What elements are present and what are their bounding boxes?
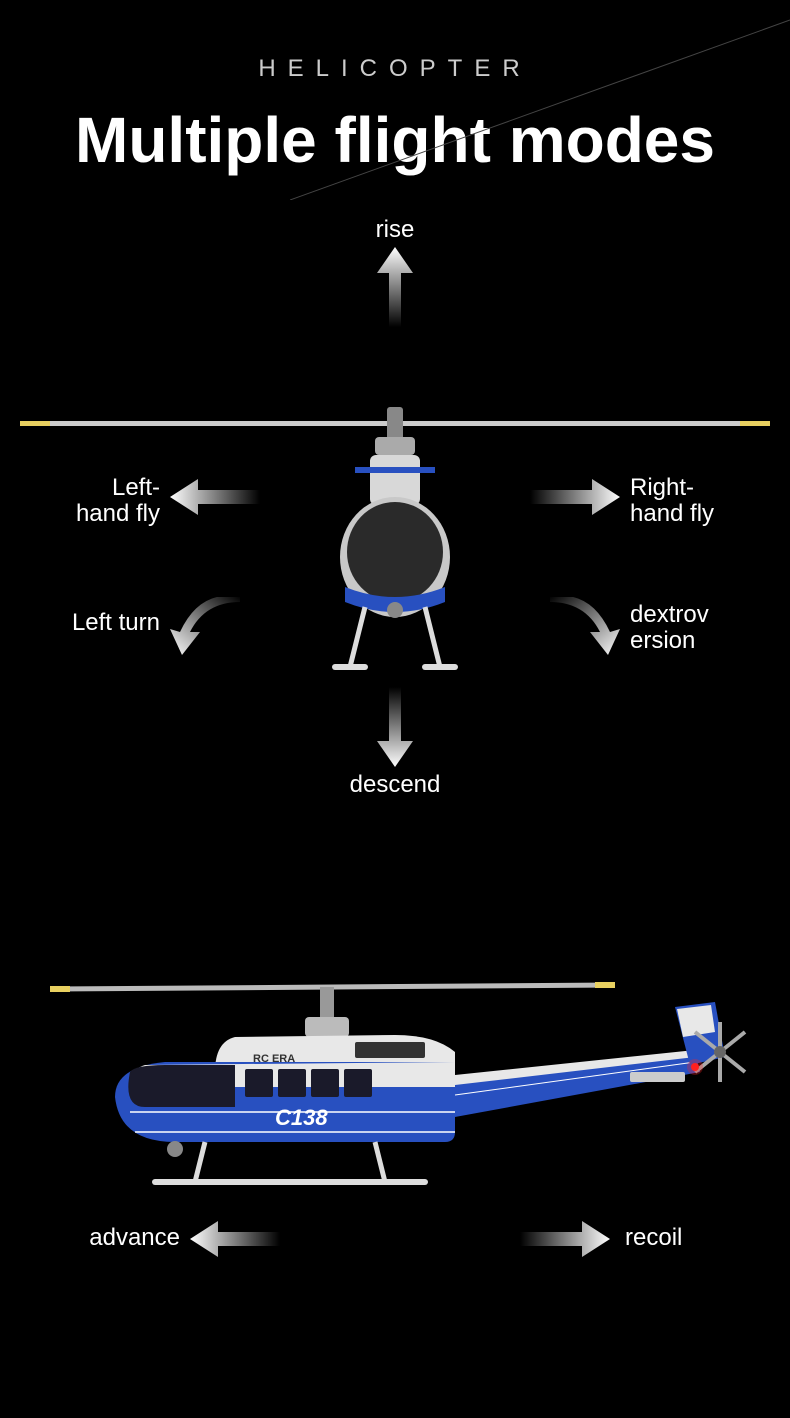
eyebrow-text: HELICOPTER — [0, 0, 790, 83]
label-right-fly-l1: Right- — [630, 474, 694, 501]
label-dextro-l2: ersion — [630, 627, 695, 654]
arrow-left-icon — [170, 477, 260, 517]
heli-model-text: C138 — [275, 1105, 328, 1130]
label-descend: descend — [335, 772, 455, 798]
arrow-advance-icon — [190, 1219, 280, 1259]
label-left-fly: Left- hand fly — [40, 475, 160, 528]
label-left-turn: Left turn — [40, 610, 160, 636]
helicopter-front-icon — [295, 407, 495, 707]
arrow-recoil-icon — [520, 1219, 610, 1259]
label-dextro: dextrov ersion — [630, 602, 750, 655]
label-rise: rise — [365, 217, 425, 243]
label-right-fly-l2: hand fly — [630, 500, 714, 527]
label-advance: advance — [70, 1225, 180, 1251]
label-right-fly: Right- hand fly — [630, 475, 750, 528]
arrow-curve-right-icon — [540, 597, 620, 657]
label-left-fly-l2: hand fly — [76, 500, 160, 527]
page-title: Multiple flight modes — [0, 103, 790, 177]
bottom-diagram: RC ERA C138 advance — [0, 927, 790, 1327]
label-recoil: recoil — [625, 1225, 725, 1251]
top-diagram: rise Left- hand fly — [0, 217, 790, 897]
arrow-right-icon — [530, 477, 620, 517]
arrow-down-icon — [375, 687, 415, 767]
arrow-up-icon — [375, 247, 415, 327]
heli-brand-text: RC ERA — [253, 1053, 295, 1065]
label-dextro-l1: dextrov — [630, 601, 709, 628]
arrow-curve-left-icon — [170, 597, 250, 657]
helicopter-side-icon: RC ERA C138 — [35, 957, 755, 1217]
label-left-fly-l1: Left- — [112, 474, 160, 501]
